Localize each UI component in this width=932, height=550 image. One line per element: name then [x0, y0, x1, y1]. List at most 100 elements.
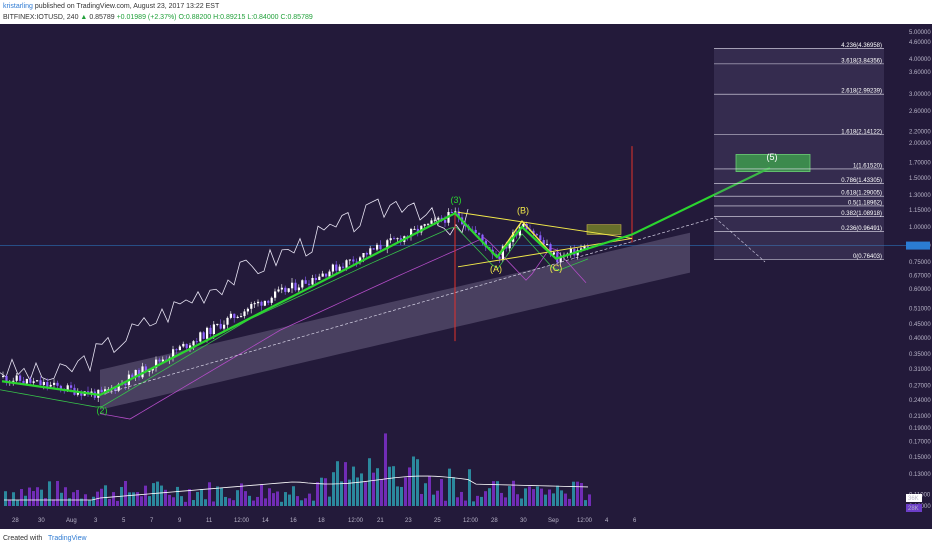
candle-body	[178, 346, 181, 351]
x-tick-label: 30	[38, 518, 45, 524]
candle-body	[328, 271, 331, 277]
candle-body	[253, 303, 256, 305]
volume-bar	[156, 481, 159, 506]
volume-bar	[552, 493, 555, 506]
y-tick-label: 2.00000	[909, 141, 931, 147]
y-tick-label: 0.17000	[909, 440, 931, 446]
volume-bar	[388, 466, 391, 506]
volume-bar	[112, 492, 115, 506]
candle-body	[304, 280, 307, 284]
volume-bar	[560, 490, 563, 506]
volume-bar	[68, 498, 71, 506]
y-tick-label: 0.51000	[909, 307, 931, 313]
candle-body	[583, 246, 586, 249]
chart-area[interactable]: 4.236(4.36958) 3.618(3.84356) 2.618(2.9923…	[0, 24, 932, 529]
x-tick-label: 18	[318, 518, 325, 524]
volume-bar	[444, 500, 447, 506]
volume-bar	[544, 494, 547, 506]
volume-bar	[296, 496, 299, 506]
candle-body	[274, 291, 277, 298]
candle-body	[508, 241, 511, 249]
tradingview-logo-link[interactable]: TradingView	[48, 535, 87, 542]
volume-bar	[76, 489, 79, 506]
volume-bar	[108, 499, 111, 506]
candle-body	[155, 359, 158, 368]
candle-body	[359, 257, 362, 263]
candle-body	[535, 234, 538, 236]
y-tick-label: 1.00000	[909, 225, 931, 231]
y-tick-label: 1.30000	[909, 193, 931, 199]
volume-bar	[148, 496, 151, 506]
candle-body	[114, 387, 117, 391]
volume-bar	[356, 477, 359, 506]
created-with-text: Created with	[3, 535, 43, 542]
volume-bar	[152, 483, 155, 506]
y-tick-label: 0.15000	[909, 455, 931, 461]
volume-bar	[212, 501, 215, 506]
volume-bar	[448, 468, 451, 506]
candle-body	[5, 375, 8, 382]
candle-body	[42, 382, 45, 385]
volume-bar	[512, 480, 515, 506]
dashed-projection-line	[714, 217, 766, 263]
candle-body	[542, 240, 545, 245]
volume-bar	[376, 468, 379, 506]
y-tick-label: 1.70000	[909, 161, 931, 167]
volume-bar	[360, 473, 363, 506]
candle-body	[450, 211, 453, 213]
candle-body	[226, 317, 229, 325]
volume-bar	[196, 491, 199, 506]
volume-bar	[12, 492, 15, 506]
volume-bar	[208, 482, 211, 506]
volume-bar	[452, 477, 455, 506]
y-tick-label: 3.60000	[909, 70, 931, 76]
x-tick-label: 12:00	[234, 518, 250, 524]
volume-bar	[36, 487, 39, 506]
consolidation-box	[586, 224, 622, 235]
candle-body	[379, 244, 382, 250]
y-tick-label: 0.21000	[909, 414, 931, 420]
volume-bar	[556, 485, 559, 506]
price-chart[interactable]: 4.236(4.36958) 3.618(3.84356) 2.618(2.9923…	[0, 24, 932, 529]
x-tick-label: 3	[94, 518, 98, 524]
volume-bar	[384, 433, 387, 506]
candle-body	[29, 378, 32, 383]
y-tick-label: 0.35000	[909, 352, 931, 358]
volume-bar	[516, 494, 519, 506]
lagging-span-line	[0, 198, 469, 382]
candle-body	[352, 259, 355, 262]
candle-body	[348, 259, 351, 261]
volume-bar	[228, 498, 231, 506]
candle-body	[250, 304, 253, 309]
volume-bar	[184, 501, 187, 506]
x-tick-label: 7	[150, 518, 154, 524]
volume-bar	[368, 458, 371, 506]
volume-bar	[172, 497, 175, 506]
candle-body	[569, 248, 572, 254]
candle-body	[134, 369, 137, 378]
volume-bar	[404, 477, 407, 506]
candle-body	[270, 297, 273, 303]
author-link[interactable]: kristarling	[3, 3, 33, 10]
candle-body	[318, 276, 321, 281]
volume-bar	[316, 482, 319, 506]
volume-bar	[492, 481, 495, 506]
volume-bar	[52, 499, 55, 506]
x-tick-label: 6	[633, 518, 637, 524]
volume-bar	[468, 469, 471, 506]
y-tick-label: 0.19000	[909, 426, 931, 432]
volume-bar	[180, 496, 183, 506]
candle-body	[53, 382, 56, 385]
x-tick-label: 9	[178, 518, 182, 524]
volume-bar	[420, 493, 423, 506]
volume-bar	[364, 482, 367, 506]
volume-bar	[460, 491, 463, 506]
wave-label: (B)	[517, 205, 529, 215]
wave-label: (5)	[767, 152, 778, 162]
fib-level-label: 2.618(2.99239)	[841, 89, 882, 95]
last-price: 0.85789	[89, 14, 115, 21]
candle-body	[233, 313, 236, 318]
candle-body	[175, 349, 178, 351]
volume-bar	[168, 494, 171, 506]
candle-body	[138, 369, 141, 378]
